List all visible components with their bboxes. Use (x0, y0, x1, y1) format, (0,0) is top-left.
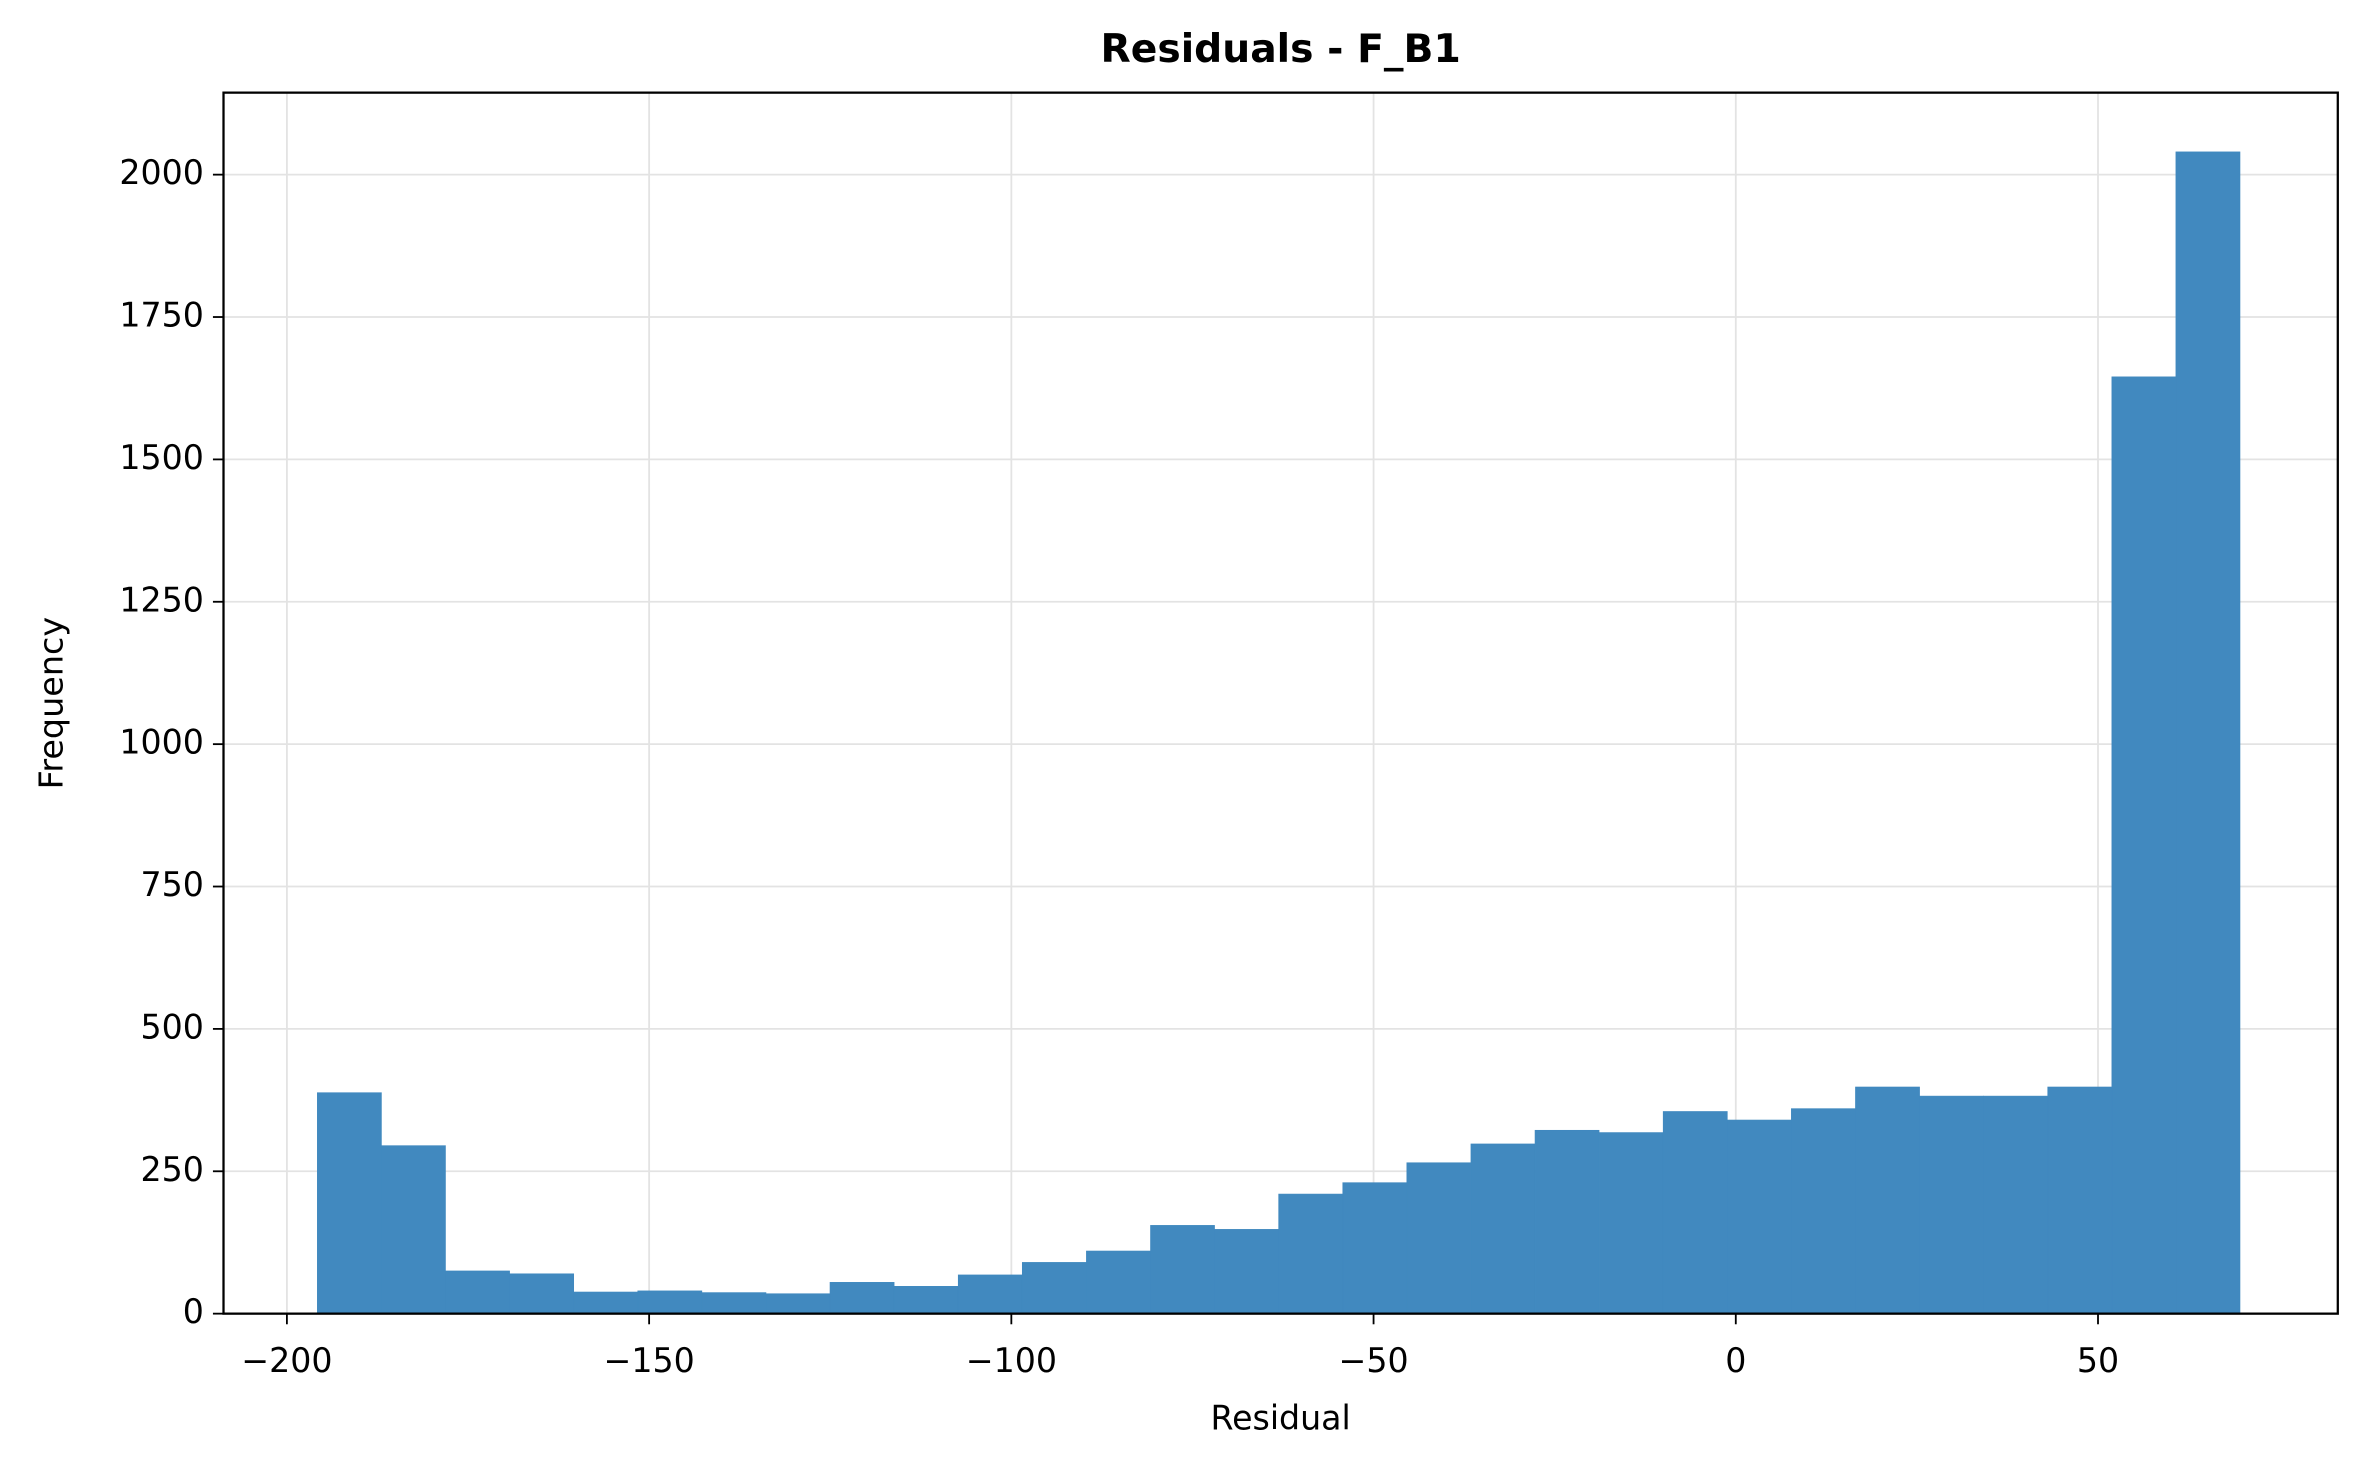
bar (445, 1270, 510, 1314)
y-tick-label: 1000 (119, 723, 204, 762)
bar (1086, 1250, 1151, 1314)
bar (2047, 1086, 2113, 1314)
bar (1919, 1095, 1984, 1314)
bar (1021, 1262, 1087, 1314)
axes: −200 −150 −100 −50 0 500250500750100012501500… (119, 91, 2339, 1380)
bar (1278, 1193, 1344, 1314)
bar (1470, 1143, 1536, 1314)
bar (1406, 1162, 1472, 1314)
y-tick-label: 1250 (119, 580, 204, 619)
bar (1983, 1095, 2049, 1314)
bar (1791, 1108, 1856, 1314)
y-tick-label: 1750 (119, 295, 204, 334)
plot-frame (222, 91, 2339, 1315)
bar (1534, 1129, 1600, 1314)
bar (573, 1291, 639, 1314)
bar (509, 1273, 575, 1314)
y-tick-label: 2000 (119, 153, 204, 192)
x-axis-label: Residual (1211, 1398, 1351, 1437)
bar (381, 1145, 446, 1314)
x-tick-label: −150 (604, 1341, 695, 1380)
x-tick-label: −50 (1339, 1341, 1409, 1380)
bar (2111, 376, 2177, 1314)
x-tick-label: −200 (241, 1341, 332, 1380)
x-tick-label: 0 (1725, 1341, 1746, 1380)
chart-title: Residuals - F_B1 (1101, 26, 1461, 72)
bar (701, 1292, 767, 1314)
bar (829, 1282, 895, 1314)
bar (893, 1286, 959, 1314)
bar (1855, 1086, 1920, 1314)
bar (637, 1290, 703, 1314)
x-tick-label: −100 (966, 1341, 1057, 1380)
bar (1150, 1225, 1215, 1314)
y-tick-label: 500 (140, 1007, 203, 1046)
y-tick-label: 750 (140, 865, 203, 904)
bar (1598, 1132, 1664, 1314)
y-tick-label: 250 (140, 1150, 203, 1189)
bar (957, 1274, 1023, 1314)
grid (223, 92, 2338, 1315)
bar (1214, 1229, 1279, 1314)
x-tick-label: 50 (2077, 1341, 2119, 1380)
bars (317, 151, 2241, 1314)
bar (765, 1293, 831, 1314)
y-tick-label: 0 (183, 1292, 204, 1331)
bar (1662, 1111, 1728, 1314)
bar (1342, 1182, 1408, 1314)
y-axis-label: Frequency (31, 617, 70, 789)
bar (2175, 151, 2241, 1314)
bar (317, 1092, 382, 1314)
bar (1727, 1119, 1792, 1314)
y-tick-label: 1500 (119, 438, 204, 477)
